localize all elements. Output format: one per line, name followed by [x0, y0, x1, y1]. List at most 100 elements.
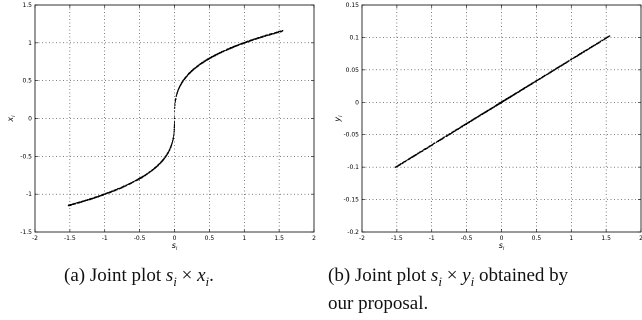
data-point [557, 66, 559, 68]
data-point [68, 205, 70, 207]
data-point [181, 81, 183, 83]
data-point [71, 203, 73, 205]
data-point [120, 187, 122, 189]
y-tick-label: -1.5 [20, 229, 32, 236]
data-point [207, 59, 209, 61]
data-point [86, 199, 88, 201]
data-point [534, 80, 536, 82]
data-point [89, 198, 91, 200]
data-point [205, 59, 207, 61]
data-point [529, 84, 531, 86]
y-tick-label: 1 [28, 40, 32, 47]
data-point [423, 148, 425, 150]
data-point [277, 31, 279, 33]
data-point [603, 39, 605, 41]
data-point [573, 57, 575, 59]
data-point [244, 41, 246, 43]
data-point [174, 102, 176, 104]
data-point [74, 203, 76, 205]
data-point [95, 196, 97, 198]
y-tick-label: 0 [28, 116, 32, 123]
y-axis-label: yi [333, 115, 344, 123]
data-point [249, 40, 251, 42]
data-point [250, 39, 252, 41]
data-point [276, 32, 278, 34]
data-point [461, 125, 463, 127]
data-point [565, 61, 567, 63]
data-point [594, 44, 596, 46]
data-point [126, 184, 128, 186]
data-point [170, 145, 172, 147]
data-point [528, 84, 530, 86]
data-point [173, 129, 175, 131]
y-tick-label: 1.5 [22, 2, 32, 9]
data-point [171, 142, 173, 144]
data-point [200, 63, 202, 65]
data-point [245, 42, 247, 44]
data-point [103, 193, 105, 195]
caption-a-sub2: i [205, 273, 210, 289]
data-point [457, 128, 459, 130]
data-point [142, 175, 144, 177]
y-tick-label: -0.15 [343, 197, 359, 204]
data-point [115, 189, 117, 191]
data-point [180, 84, 182, 86]
data-point [422, 150, 424, 152]
data-point [191, 70, 193, 72]
data-point [121, 186, 123, 188]
data-point [177, 90, 179, 92]
data-point [163, 158, 165, 160]
data-point [540, 77, 542, 79]
data-point [82, 200, 84, 202]
data-point-sample [570, 58, 572, 61]
data-point [215, 54, 217, 56]
data-point [481, 113, 483, 115]
data-point [218, 52, 220, 54]
data-point [141, 176, 143, 178]
data-point [578, 54, 580, 56]
data-point [82, 201, 84, 203]
data-point [456, 129, 458, 131]
x-tick-label: 0 [173, 235, 177, 242]
data-point [497, 103, 499, 105]
data-point [416, 153, 418, 155]
data-point [101, 195, 103, 197]
data-point [606, 36, 608, 38]
data-point [245, 41, 247, 43]
data-point [260, 36, 262, 38]
data-point [430, 145, 432, 147]
data-point [425, 148, 427, 150]
data-point [175, 95, 177, 97]
data-point [201, 62, 203, 64]
data-point [235, 45, 237, 47]
caption-b-times: × [446, 265, 458, 286]
data-point [564, 62, 566, 64]
x-tick-label: -0.5 [134, 235, 146, 242]
data-point [511, 95, 513, 97]
data-point [173, 133, 175, 135]
data-point [420, 151, 422, 153]
data-point [484, 111, 486, 113]
data-point [428, 145, 430, 147]
data-point [177, 91, 179, 93]
data-point [231, 46, 233, 48]
y-tick-label: 0.05 [346, 67, 360, 74]
x-tick-label: -0.5 [461, 235, 473, 242]
data-point [174, 111, 176, 113]
data-point [480, 114, 482, 116]
x-tick-label: 0 [500, 235, 504, 242]
data-point [419, 151, 421, 153]
data-point [88, 198, 90, 200]
data-point [401, 162, 403, 164]
x-tick-label: -1.5 [64, 235, 76, 242]
data-point [598, 42, 600, 44]
data-point [550, 71, 552, 73]
data-point [108, 191, 110, 193]
data-point [79, 201, 81, 203]
data-point [555, 68, 557, 70]
caption-b-label: (b) [328, 265, 351, 286]
data-point [459, 126, 461, 128]
data-point [251, 39, 253, 41]
data-point [567, 60, 569, 62]
data-point-sample [166, 152, 169, 154]
